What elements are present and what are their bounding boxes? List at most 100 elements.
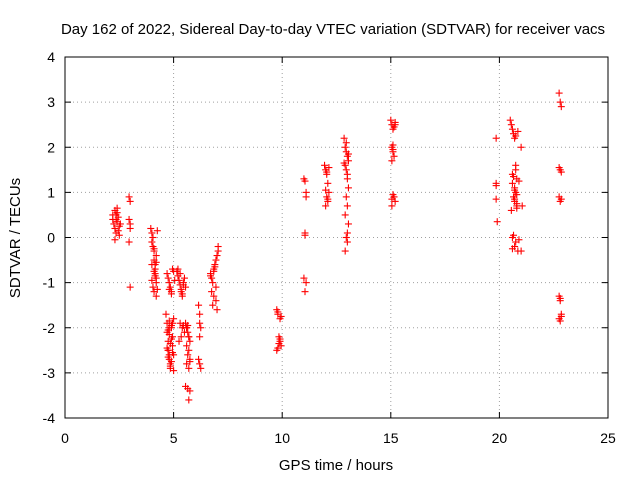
data-point [164,274,172,282]
data-point [152,279,160,287]
data-point [389,146,397,154]
data-point [492,134,500,142]
data-point [301,231,309,239]
y-tick-label: -3 [43,365,56,381]
data-point [152,252,160,260]
data-point [492,182,500,190]
data-point [213,252,221,260]
data-point [300,274,308,282]
data-point [322,186,330,194]
data-point [342,234,350,241]
data-point [391,121,399,129]
y-tick-label: 1 [47,184,55,200]
data-point [210,267,218,275]
x-tick-label: 0 [61,430,69,446]
data-point [115,231,123,239]
data-point [164,346,172,354]
axis-ticks [64,56,609,419]
y-tick-label: -4 [43,410,56,426]
data-point [153,285,161,293]
data-point [179,281,187,289]
y-tick-label: -2 [43,320,56,336]
data-point [167,335,175,343]
data-point [517,247,525,255]
data-point [196,310,204,318]
data-point [389,191,397,199]
data-point [342,193,350,201]
data-point [340,134,348,142]
data-point [150,245,158,253]
data-point [152,258,160,266]
data-point [301,288,309,296]
data-point [186,337,194,345]
data-point [302,193,310,201]
data-point [185,364,193,372]
data-point [514,127,522,135]
y-tick-label: -1 [43,275,56,291]
data-point [301,177,309,185]
data-point [208,288,216,296]
data-point [185,346,193,354]
data-point [166,362,174,370]
data-point [324,179,332,187]
data-point [387,116,395,124]
data-point [209,279,217,287]
data-point [114,227,122,235]
data-point [152,292,160,300]
data-point [212,283,220,291]
data-point [126,283,134,291]
data-point [343,202,351,210]
data-point [517,143,525,151]
data-point [185,396,193,404]
data-point [388,157,396,165]
data-point [214,247,222,255]
x-tick-label: 20 [492,430,508,446]
y-tick-labels: -4 -3 -2 -1 0 1 2 3 4 [43,49,56,426]
data-point [111,236,119,244]
data-point [343,170,351,178]
data-point [179,321,187,329]
data-point [324,195,332,203]
data-point [322,202,330,210]
data-point [167,290,175,298]
data-point [153,227,161,235]
y-tick-label: 3 [47,94,55,110]
data-point [147,224,155,232]
data-point [196,333,204,341]
data-point [196,360,204,368]
data-point [510,173,518,181]
data-point [341,143,349,151]
data-point [148,229,156,237]
data-point [126,224,134,232]
data-point [556,294,564,302]
data-point [513,191,521,199]
data-point [518,202,526,210]
data-point [149,234,157,241]
data-point [170,315,178,323]
data-point [557,312,565,320]
data-point [557,103,565,111]
data-point [344,184,352,192]
data-point [556,317,564,325]
data-point [180,274,188,282]
data-point [166,340,174,348]
data-point [212,297,220,305]
data-point [511,186,519,194]
x-tick-label: 10 [274,430,290,446]
data-point [197,324,205,332]
data-point [148,261,156,269]
plot-frame [64,56,609,419]
data-point [186,358,194,366]
data-point [508,125,516,133]
data-points [109,89,565,404]
data-point [125,238,133,246]
data-point [557,168,565,176]
data-point [344,220,352,228]
data-point [302,279,310,287]
data-point [507,121,515,129]
data-point [164,353,172,361]
data-point [150,267,158,275]
data-point [113,204,121,212]
data-point [176,270,184,278]
